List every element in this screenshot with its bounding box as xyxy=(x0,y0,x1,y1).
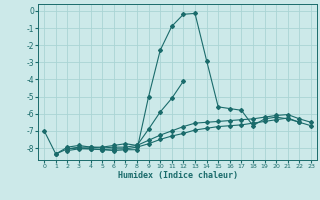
X-axis label: Humidex (Indice chaleur): Humidex (Indice chaleur) xyxy=(118,171,238,180)
